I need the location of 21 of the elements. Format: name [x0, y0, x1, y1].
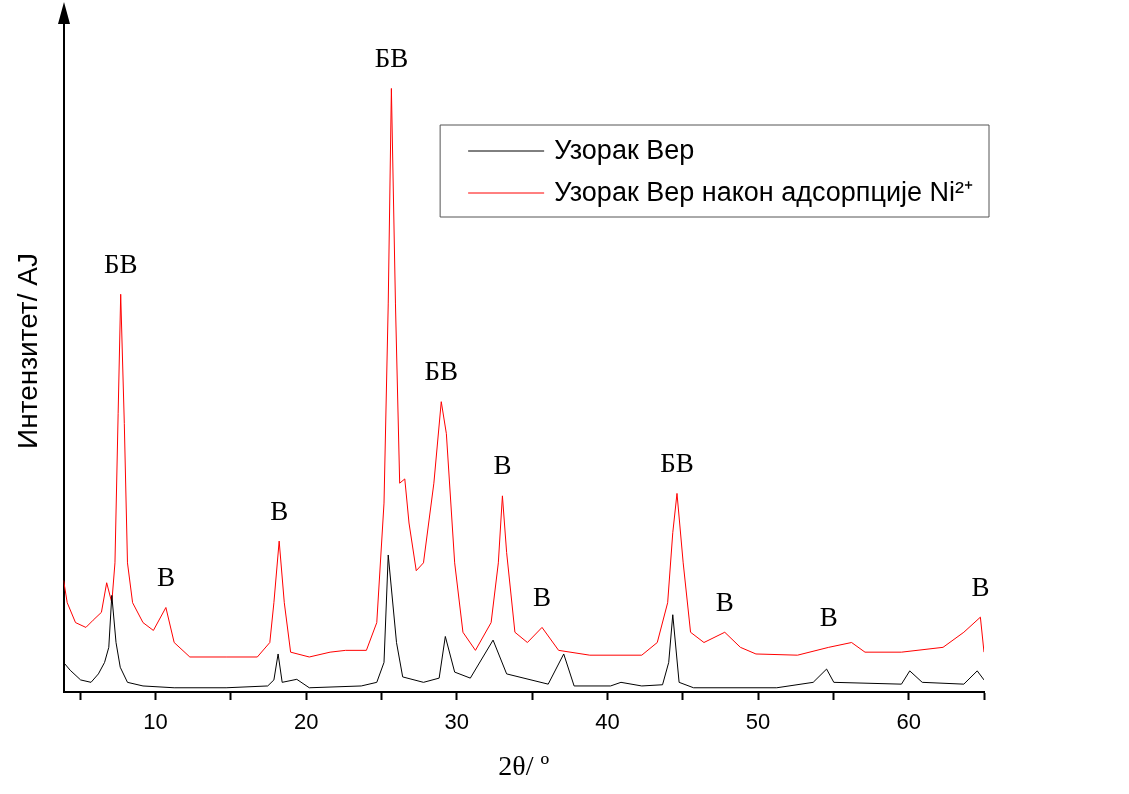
x-tick-label: 10 — [143, 709, 168, 735]
annotation: В — [819, 601, 838, 632]
x-tick-label: 50 — [745, 709, 771, 735]
annotation: БВ — [374, 43, 409, 74]
annotation: БВ — [660, 448, 694, 479]
annotation: В — [971, 571, 990, 602]
annotation: В — [533, 582, 552, 613]
annotation: В — [715, 586, 734, 617]
annotation: В — [270, 495, 289, 526]
x-tick-label: 60 — [896, 709, 921, 735]
annotation: БВ — [424, 356, 459, 387]
x-tick-label: 20 — [293, 709, 319, 735]
legend-label: Узорак Вер — [554, 135, 695, 166]
annotation: В — [493, 450, 512, 481]
y-axis-title: Интензитет/ AJ — [11, 253, 43, 449]
x-axis-title: 2θ/ º — [498, 749, 550, 781]
x-tick-label: 40 — [595, 709, 620, 735]
x-tick-label: 30 — [444, 709, 470, 735]
annotation: В — [156, 562, 175, 593]
legend-label: Узорак Вер након адсорпције Ni²⁺ — [554, 177, 974, 208]
annotation: БВ — [103, 248, 138, 279]
